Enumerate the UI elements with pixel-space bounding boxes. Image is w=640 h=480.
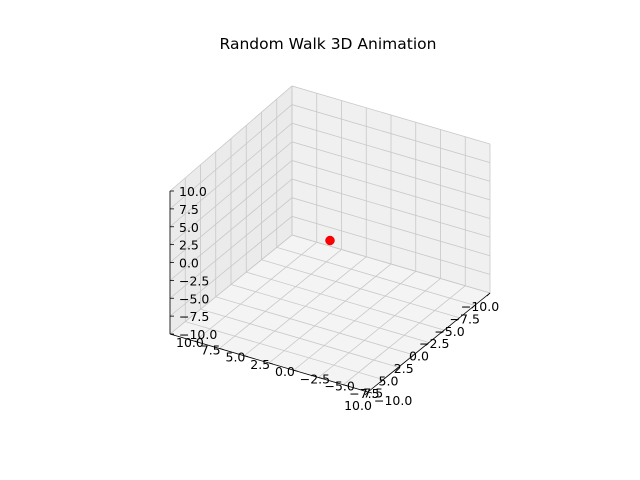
x-tick-label: 2.5	[394, 361, 414, 376]
y-tick-label: 10.0	[176, 335, 204, 350]
z-tick-label: 5.0	[179, 220, 199, 235]
y-tick-mark	[169, 333, 175, 336]
y-tick-mark	[343, 384, 348, 387]
y-gridline	[318, 129, 441, 378]
y-tick-label: −10.0	[374, 393, 412, 408]
z-tick-label: −5.0	[179, 291, 209, 306]
x-tick-label: 5.0	[379, 373, 399, 388]
x-tick-mark	[440, 329, 445, 334]
z-tick-label: 7.5	[179, 202, 199, 217]
y-tick-mark	[244, 355, 249, 358]
y-tick-label: 0.0	[275, 364, 295, 379]
x-tick-mark	[379, 379, 384, 383]
z-tick-label: 2.5	[179, 238, 199, 253]
y-gridline	[194, 93, 318, 342]
x-tick-label: −2.5	[419, 336, 449, 351]
y-tick-label: −2.5	[300, 371, 330, 386]
x-tick-label: −5.0	[434, 324, 464, 339]
x-tick-mark	[364, 391, 369, 396]
y-tick-label: −5.0	[325, 379, 355, 394]
y-gridline	[268, 115, 392, 364]
y-gridline	[293, 122, 417, 371]
x-tick-label: 7.5	[363, 386, 383, 401]
y-tick-label: 2.5	[250, 357, 270, 372]
z-tick-label: −7.5	[179, 309, 209, 324]
y-gridline	[342, 136, 466, 386]
y-tick-mark	[293, 369, 298, 372]
x-tick-label: −7.5	[450, 311, 480, 326]
z-tick-label: 10.0	[179, 184, 207, 199]
x-tick-mark	[471, 305, 476, 309]
y-tick-mark	[367, 391, 373, 394]
y-tick-mark	[194, 340, 199, 343]
x-tick-label: −10.0	[461, 299, 499, 314]
walk-point-marker	[325, 235, 335, 246]
z-tick-label: −2.5	[179, 273, 209, 288]
z-tick-label: −10.0	[179, 327, 217, 342]
y-tick-mark	[318, 377, 323, 379]
x-tick-label: 10.0	[344, 398, 372, 413]
y-gridline	[219, 100, 342, 349]
z-tick-label: 0.0	[179, 256, 199, 271]
x-tick-mark	[395, 366, 399, 371]
chart-title: Random Walk 3D Animation	[220, 35, 437, 53]
y-gridline	[243, 107, 367, 357]
y-tick-label: 5.0	[226, 350, 246, 365]
x-tick-mark	[456, 317, 460, 322]
y-tick-label: −7.5	[349, 386, 379, 401]
x-tick-mark	[486, 292, 491, 297]
x-tick-label: 0.0	[409, 349, 429, 364]
y-gridline	[169, 86, 293, 335]
y-tick-mark	[268, 362, 274, 365]
x-tick-mark	[410, 354, 415, 359]
y-tick-label: 7.5	[201, 342, 221, 357]
x-tick-mark	[425, 342, 430, 346]
y-tick-mark	[219, 348, 224, 350]
z-gridline	[169, 85, 491, 192]
